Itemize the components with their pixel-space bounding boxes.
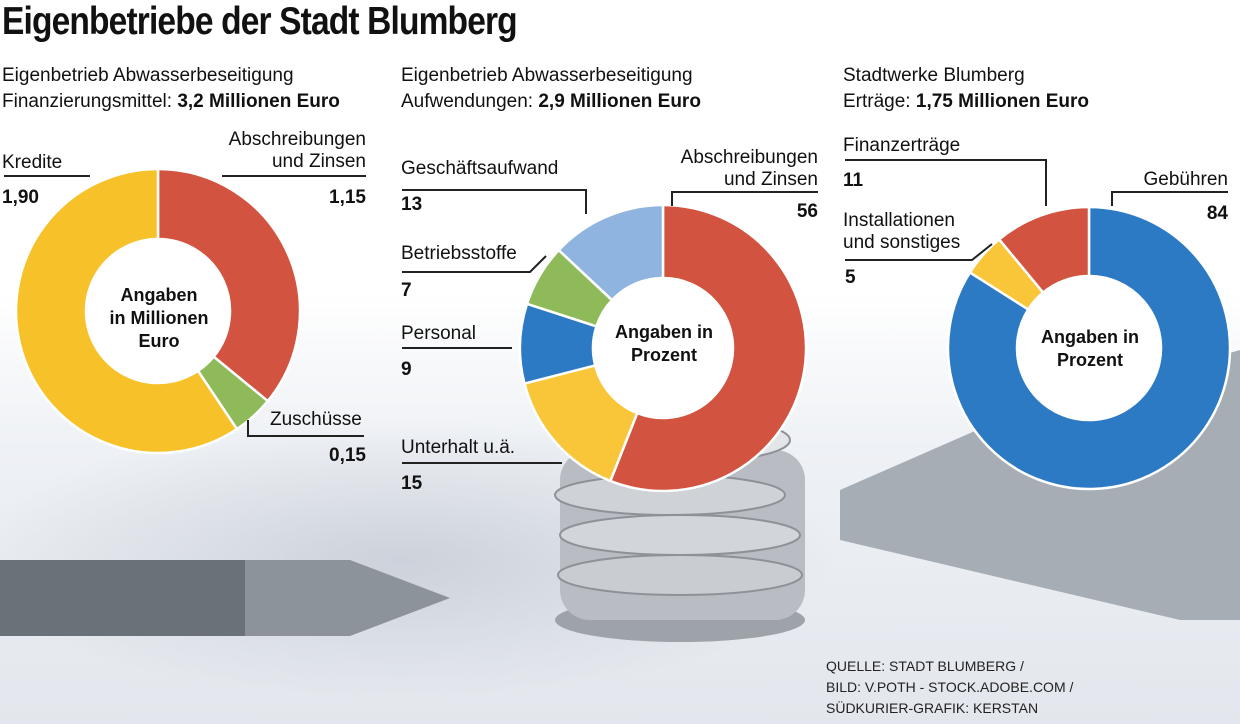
- value-zuschuesse: 0,15: [329, 445, 366, 466]
- label-personal: Personal: [401, 323, 476, 344]
- chart1-title-label: Finanzierungsmittel:: [2, 91, 173, 112]
- chart2-title-line1: Eigenbetrieb Abwasserbeseitigung: [401, 65, 693, 86]
- label-abschreibungen2-line2: und Zinsen: [723, 169, 818, 190]
- chart1-center-line1: Angaben: [120, 285, 198, 305]
- chart1-center-line2: in Millionen: [109, 308, 209, 328]
- donut-hole-2: [593, 278, 733, 418]
- leader-abschreibungen-2: [671, 191, 818, 206]
- chart2-center-line1: Angaben in: [615, 322, 713, 342]
- value-gebuehren: 84: [1206, 203, 1228, 224]
- donut-chart-ertraege: [946, 205, 1232, 491]
- leader-betriebsstoffe: [402, 255, 547, 273]
- chart1-title-value: 3,2 Millionen Euro: [177, 91, 340, 112]
- chart3-center-line2: Prozent: [1056, 350, 1123, 370]
- label-betriebsstoffe: Betriebsstoffe: [401, 243, 517, 264]
- value-abschreibungen-zinsen-2: 56: [796, 201, 818, 222]
- chart1-heading: Eigenbetrieb Abwasserbeseitigung Finanzi…: [2, 63, 340, 115]
- label-abschreibungen-line2: und Zinsen: [271, 151, 366, 172]
- label-geschaeftsaufwand: Geschäftsaufwand: [401, 158, 559, 179]
- label-abschreibungen2-line1: Abschreibungen: [680, 147, 818, 168]
- chart2-title-label: Aufwendungen:: [401, 91, 534, 112]
- credit-line2: BILD: V.POTH - STOCK.ADOBE.COM /: [826, 679, 1074, 695]
- source-credit: QUELLE: STADT BLUMBERG / BILD: V.POTH - …: [826, 656, 1073, 719]
- leader-geschaeftsaufwand: [402, 189, 587, 214]
- chart3-title-line1: Stadtwerke Blumberg: [843, 65, 1025, 86]
- label-installationen-sonstiges: Installationen und sonstiges: [843, 210, 960, 254]
- chart3-title-value: 1,75 Millionen Euro: [915, 91, 1090, 112]
- value-geschaeftsaufwand: 13: [401, 194, 423, 215]
- leader-gebuehren: [1111, 191, 1228, 206]
- label-unterhalt: Unterhalt u.ä.: [401, 437, 516, 458]
- value-installationen-sonstiges: 5: [845, 267, 856, 288]
- credit-line1: QUELLE: STADT BLUMBERG /: [826, 658, 1024, 674]
- chart2-center-label: Angaben in Prozent: [598, 321, 730, 367]
- leader-finanzertraege: [845, 159, 1047, 206]
- value-kredite: 1,90: [2, 187, 39, 208]
- leader-lines: [4, 159, 1228, 464]
- chart1-center-label: Angaben in Millionen Euro: [94, 284, 224, 353]
- chart1-title-line1: Eigenbetrieb Abwasserbeseitigung: [2, 65, 294, 86]
- value-abschreibungen-zinsen-1: 1,15: [329, 187, 366, 208]
- chart3-center-line1: Angaben in: [1041, 327, 1139, 347]
- credit-line3: SÜDKURIER-GRAFIK: KERSTAN: [826, 700, 1039, 716]
- label-abschreibungen-zinsen-2: Abschreibungen und Zinsen: [650, 147, 818, 191]
- chart2-center-line2: Prozent: [630, 345, 697, 365]
- label-installationen-line2: und sonstiges: [843, 232, 961, 253]
- donut-hole-1: [86, 239, 230, 383]
- label-finanzertraege: Finanzerträge: [843, 135, 961, 156]
- chart3-title-label: Erträge:: [843, 91, 911, 112]
- chart3-heading: Stadtwerke Blumberg Erträge: 1,75 Millio…: [843, 63, 1089, 115]
- value-unterhalt: 15: [401, 473, 423, 494]
- chart3-center-label: Angaben in Prozent: [1024, 326, 1156, 372]
- donut-chart-aufwendungen: [518, 203, 808, 493]
- chart2-heading: Eigenbetrieb Abwasserbeseitigung Aufwend…: [401, 63, 701, 115]
- value-personal: 9: [401, 359, 412, 380]
- label-gebuehren: Gebühren: [1143, 169, 1228, 190]
- pen-illustration: [0, 560, 450, 636]
- donut-chart-finanzierungsmittel: [14, 167, 302, 455]
- chart2-title-value: 2,9 Millionen Euro: [538, 91, 701, 112]
- label-installationen-line1: Installationen: [843, 210, 955, 231]
- page-title: Eigenbetriebe der Stadt Blumberg: [2, 0, 518, 43]
- label-abschreibungen-line1: Abschreibungen: [228, 129, 366, 150]
- label-kredite: Kredite: [2, 152, 63, 173]
- donut-hole-3: [1017, 276, 1161, 420]
- leader-installationen: [845, 243, 993, 261]
- value-finanzertraege: 11: [843, 170, 864, 191]
- label-zuschuesse: Zuschüsse: [270, 409, 362, 430]
- label-abschreibungen-zinsen-1: Abschreibungen und Zinsen: [200, 129, 366, 173]
- value-betriebsstoffe: 7: [401, 280, 412, 301]
- leader-zuschuesse: [247, 420, 364, 437]
- chart1-center-line3: Euro: [138, 331, 180, 351]
